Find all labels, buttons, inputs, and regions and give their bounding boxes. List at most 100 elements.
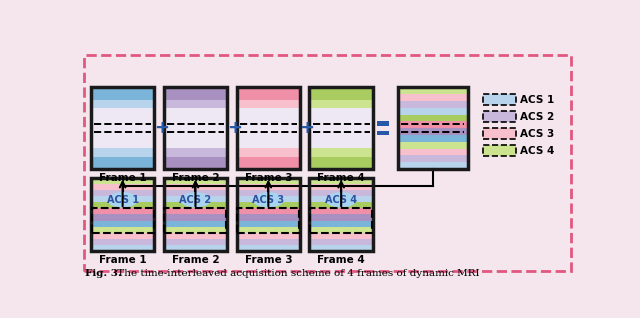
Bar	[91, 178, 154, 251]
Bar	[91, 238, 154, 245]
Bar	[237, 184, 300, 190]
Bar	[164, 178, 227, 184]
Bar	[397, 115, 467, 121]
Bar	[164, 197, 227, 203]
Bar	[164, 100, 227, 108]
Bar	[309, 190, 373, 197]
Bar	[397, 156, 467, 162]
Bar	[397, 135, 467, 142]
Text: Frame 2: Frame 2	[172, 173, 220, 183]
Text: Frame 2: Frame 2	[172, 254, 220, 265]
Text: +: +	[154, 119, 169, 137]
Bar	[91, 87, 154, 100]
Bar	[91, 87, 154, 169]
Bar	[309, 87, 373, 100]
Bar	[397, 87, 467, 169]
Bar	[92, 209, 154, 232]
Bar	[84, 55, 571, 271]
Text: ACS 4: ACS 4	[325, 195, 357, 205]
Bar	[483, 111, 516, 122]
Bar	[91, 190, 154, 197]
Text: Fig. 3.: Fig. 3.	[84, 269, 121, 278]
Bar	[91, 184, 154, 190]
Bar	[237, 245, 300, 251]
Bar	[237, 178, 300, 251]
Bar	[397, 108, 467, 115]
Bar	[237, 220, 300, 226]
Text: +: +	[227, 119, 242, 137]
Bar	[91, 226, 154, 232]
Bar	[309, 157, 373, 169]
Bar	[309, 238, 373, 245]
Text: ACS 2: ACS 2	[520, 112, 554, 122]
Bar	[309, 178, 373, 251]
Bar	[237, 226, 300, 232]
Bar	[377, 121, 389, 126]
Bar	[397, 128, 467, 135]
Bar	[237, 203, 300, 209]
Bar	[237, 178, 300, 184]
Bar	[483, 94, 516, 105]
Bar	[237, 87, 300, 169]
Bar	[237, 197, 300, 203]
Bar	[237, 209, 300, 214]
Text: +: +	[300, 119, 315, 137]
Bar	[397, 162, 467, 169]
Bar	[309, 245, 373, 251]
Bar	[483, 145, 516, 156]
Bar	[309, 232, 373, 238]
Bar	[91, 148, 154, 157]
Bar	[309, 209, 373, 214]
Bar	[164, 220, 227, 226]
Bar	[91, 178, 154, 184]
Bar	[91, 220, 154, 226]
Bar	[483, 145, 516, 156]
Bar	[91, 100, 154, 108]
Bar	[237, 148, 300, 157]
Text: The time-interleaved acquisition scheme of 4 frames of dynamic MRI: The time-interleaved acquisition scheme …	[114, 269, 480, 278]
Bar	[397, 149, 467, 156]
Bar	[309, 214, 373, 220]
Bar	[164, 178, 227, 251]
Text: Frame 3: Frame 3	[244, 173, 292, 183]
Ellipse shape	[326, 192, 356, 208]
Bar	[237, 214, 300, 220]
Bar	[309, 148, 373, 157]
Bar	[397, 121, 467, 128]
Bar	[164, 203, 227, 209]
Bar	[91, 203, 154, 209]
Bar	[164, 245, 227, 251]
Bar	[164, 148, 227, 157]
Bar	[309, 178, 373, 184]
Bar	[237, 238, 300, 245]
Bar	[164, 226, 227, 232]
Bar	[164, 232, 227, 238]
Bar	[91, 197, 154, 203]
Bar	[237, 209, 300, 232]
Bar	[483, 128, 516, 139]
Bar	[91, 245, 154, 251]
Text: ACS 3: ACS 3	[252, 195, 284, 205]
Bar	[91, 87, 154, 169]
Bar	[397, 142, 467, 149]
Bar	[483, 128, 516, 139]
Bar	[164, 157, 227, 169]
Text: ACS 1: ACS 1	[107, 195, 139, 205]
Ellipse shape	[180, 192, 211, 208]
Text: Frame 4: Frame 4	[317, 173, 365, 183]
Bar	[164, 209, 227, 214]
Bar	[237, 100, 300, 108]
Bar	[164, 184, 227, 190]
Bar	[164, 87, 227, 169]
Bar	[309, 87, 373, 169]
Text: Frame 1: Frame 1	[99, 173, 147, 183]
Bar	[309, 197, 373, 203]
Bar	[483, 111, 516, 122]
Bar	[164, 214, 227, 220]
Bar	[237, 232, 300, 238]
Bar	[377, 131, 389, 135]
Bar	[309, 226, 373, 232]
Bar	[237, 190, 300, 197]
Text: ACS 4: ACS 4	[520, 146, 555, 156]
Bar	[91, 157, 154, 169]
